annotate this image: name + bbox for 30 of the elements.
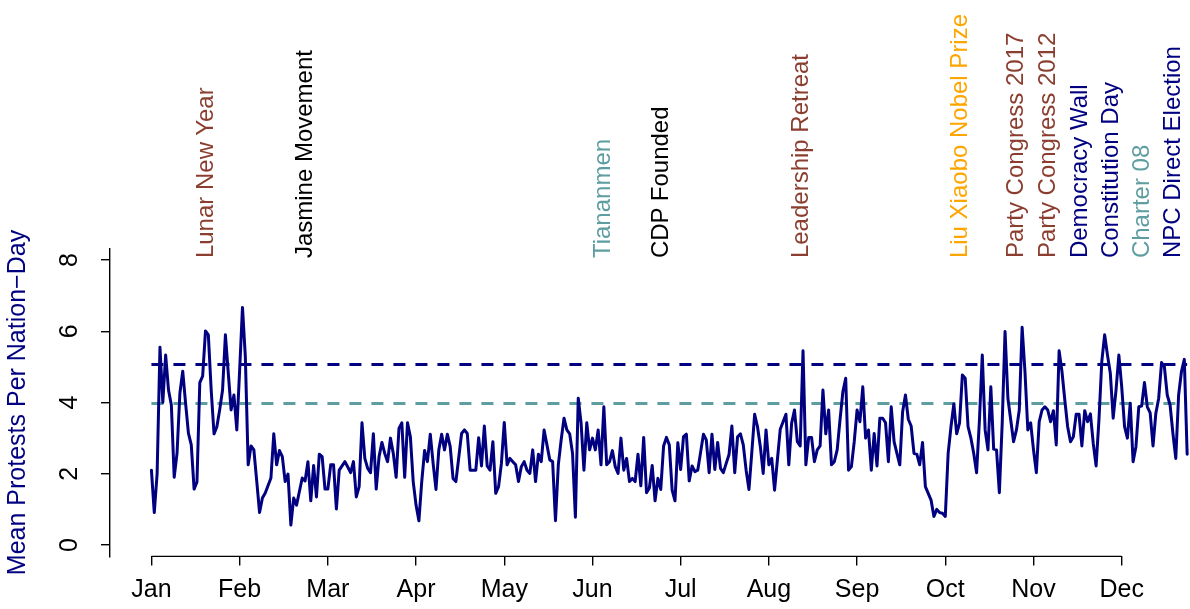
y-tick-label: 0 [53, 538, 82, 552]
x-tick-label: May [480, 574, 529, 603]
annotation: Lunar New Year [190, 87, 218, 259]
x-tick-label: Aug [746, 574, 792, 603]
x-tick-label: Feb [218, 574, 262, 603]
x-tick-label: Oct [925, 574, 965, 603]
y-axis-title: Mean Protests Per Nation−Day [1, 229, 30, 576]
x-tick-label: Sep [834, 574, 880, 603]
y-tick-label: 4 [53, 395, 82, 410]
annotation: NPC Direct Election [1157, 46, 1185, 259]
annotation: Jasmine Movement [289, 49, 317, 259]
annotation: Liu Xiaobo Nobel Prize [944, 13, 972, 259]
y-tick-label: 2 [53, 466, 82, 481]
annotation: CDP Founded [645, 106, 673, 259]
annotation: Tiananmen [587, 138, 615, 259]
x-tick-label: Jul [664, 574, 697, 603]
annotation: Constitution Day [1095, 82, 1123, 259]
y-tick-label: 6 [53, 324, 82, 339]
x-tick-label: Mar [306, 574, 350, 603]
x-tick-label: Apr [396, 574, 436, 603]
y-tick-label: 8 [53, 253, 82, 267]
x-tick-label: Nov [1011, 574, 1057, 603]
annotation: Party Congress 2012 [1033, 32, 1061, 259]
annotation: Charter 08 [1126, 144, 1154, 259]
annotation: Leadership Retreat [785, 53, 813, 259]
annotation: Party Congress 2017 [1000, 32, 1028, 259]
x-tick-label: Dec [1099, 574, 1144, 603]
x-tick-label: Jan [131, 574, 172, 603]
x-tick-label: Jun [572, 574, 613, 603]
annotation: Democracy Wall [1064, 84, 1092, 259]
